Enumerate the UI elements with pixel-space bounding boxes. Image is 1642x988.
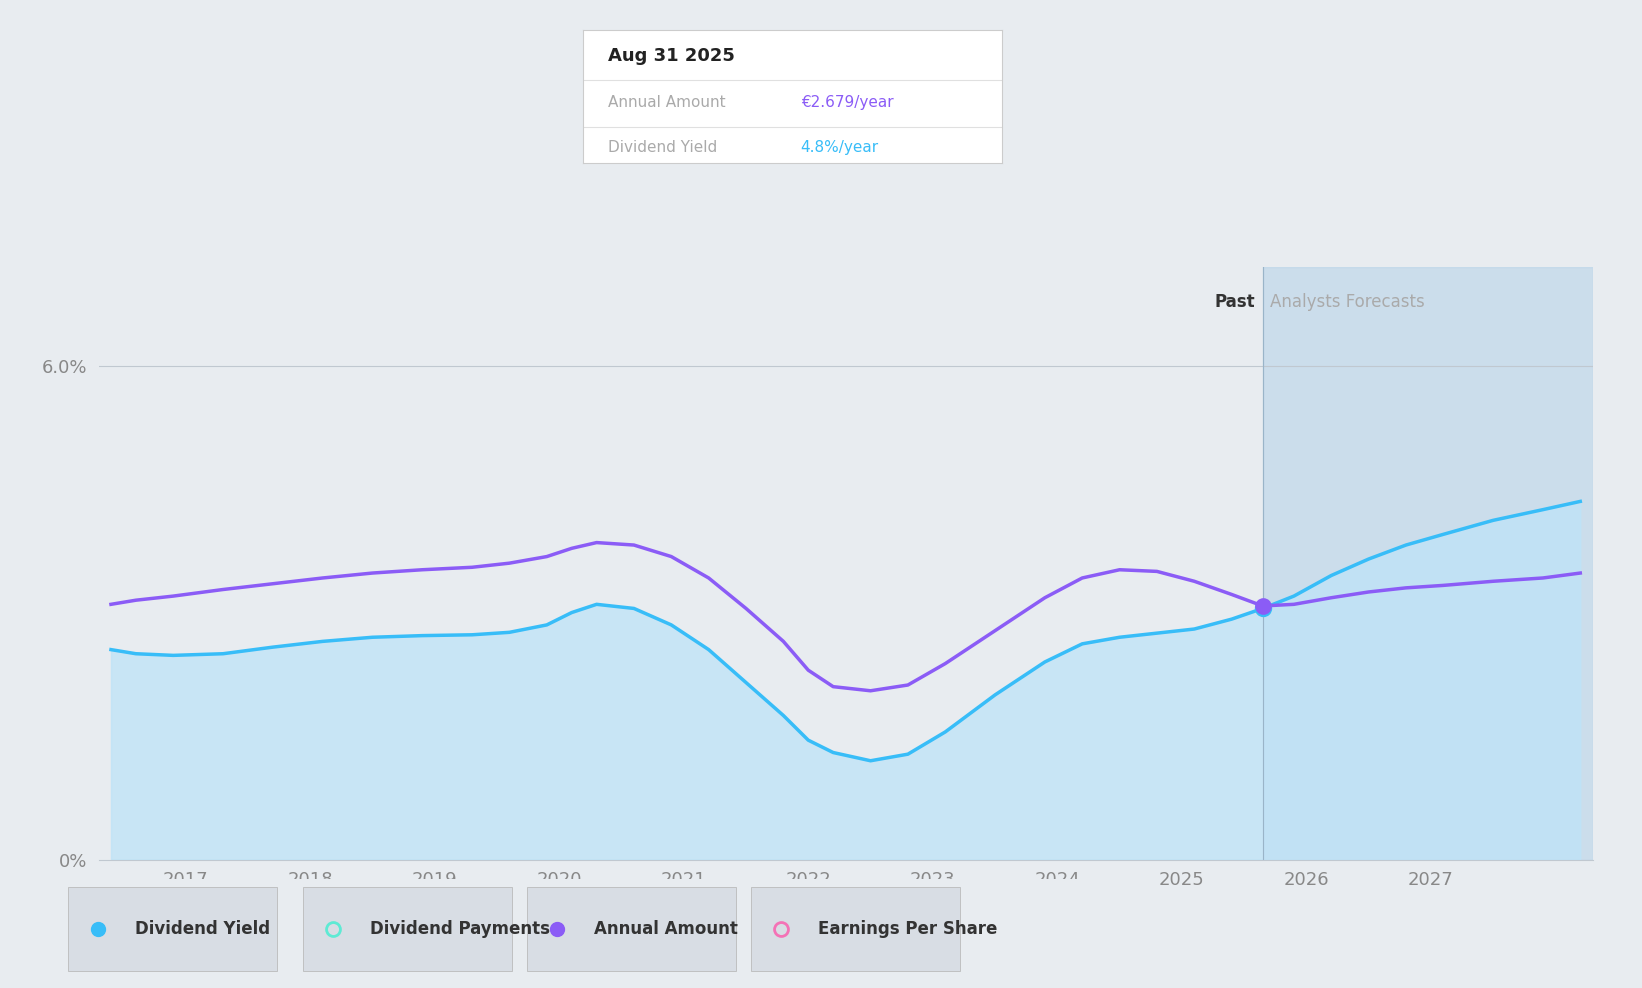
Text: Annual Amount: Annual Amount	[608, 96, 726, 111]
Text: Annual Amount: Annual Amount	[594, 920, 737, 938]
Text: Dividend Payments: Dividend Payments	[369, 920, 550, 938]
Bar	[527, 887, 736, 970]
Text: Aug 31 2025: Aug 31 2025	[608, 47, 736, 65]
Text: 4.8%/year: 4.8%/year	[801, 139, 878, 154]
Text: Past: Past	[1215, 293, 1254, 311]
Bar	[750, 887, 961, 970]
Bar	[302, 887, 512, 970]
Bar	[1263, 267, 1593, 860]
Text: Dividend Yield: Dividend Yield	[135, 920, 271, 938]
Text: Dividend Yield: Dividend Yield	[608, 139, 718, 154]
Text: Earnings Per Share: Earnings Per Share	[818, 920, 997, 938]
Bar	[67, 887, 277, 970]
Text: Analysts Forecasts: Analysts Forecasts	[1271, 293, 1425, 311]
Text: €2.679/year: €2.679/year	[801, 96, 893, 111]
